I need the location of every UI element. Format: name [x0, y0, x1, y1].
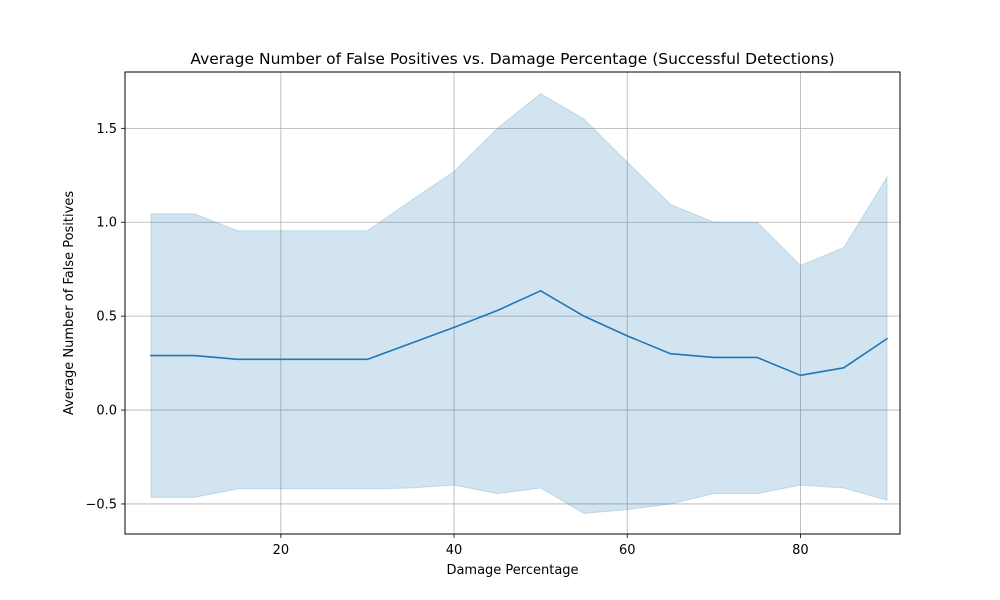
mean-line: [150, 289, 889, 377]
y-tick-label: 1.5: [96, 122, 117, 137]
data-point: [713, 357, 715, 359]
data-point: [886, 338, 888, 340]
y-tick-label: 1.0: [96, 216, 117, 231]
data-point: [583, 315, 585, 317]
data-point: [670, 353, 672, 355]
data-point: [323, 359, 325, 361]
confidence-band: [150, 92, 888, 514]
data-point: [540, 290, 542, 292]
y-axis-label: Average Number of False Positives: [62, 191, 77, 415]
data-point: [453, 327, 455, 329]
data-point: [756, 357, 758, 359]
x-tick-label: 40: [446, 543, 463, 558]
data-point: [237, 359, 239, 361]
data-point: [626, 335, 628, 337]
chart-title: Average Number of False Positives vs. Da…: [190, 50, 834, 68]
plot-frame: [124, 71, 901, 535]
confidence-band-layer: [150, 92, 888, 514]
y-tick-label: −0.5: [85, 497, 117, 512]
y-tick-label: 0.5: [96, 310, 117, 325]
x-tick-label: 80: [792, 543, 809, 558]
data-point: [367, 359, 369, 361]
x-axis-label: Damage Percentage: [446, 563, 578, 578]
x-tick-label: 20: [273, 543, 290, 558]
ticks: 20 40 60 80 −0.5 0.0 0.5 1.0 1.5: [85, 122, 808, 558]
grid: [125, 72, 900, 534]
data-point: [193, 355, 195, 357]
data-point: [497, 310, 499, 312]
x-tick-label: 60: [619, 543, 636, 558]
data-point: [410, 343, 412, 345]
data-point: [843, 367, 845, 369]
y-tick-label: 0.0: [96, 404, 117, 419]
data-point: [150, 355, 152, 357]
data-point: [280, 359, 282, 361]
data-point: [800, 375, 802, 377]
line-layer: [150, 289, 889, 377]
